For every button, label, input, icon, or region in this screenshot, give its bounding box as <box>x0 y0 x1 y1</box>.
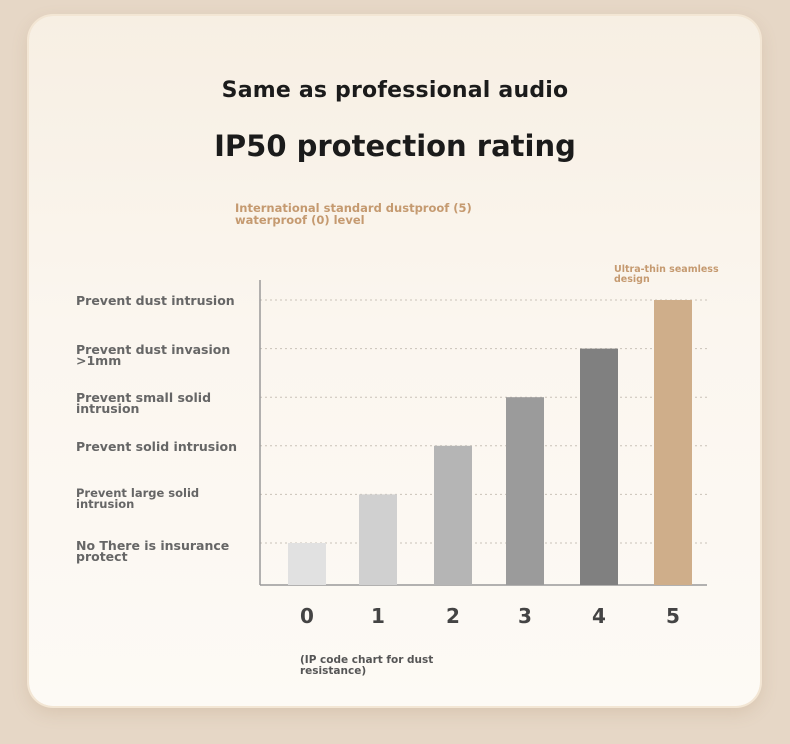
level-label-1: Prevent large solid intrusion <box>76 486 200 511</box>
bar-3 <box>506 397 544 585</box>
chart-subtitle: IP50 protection rating <box>214 129 576 163</box>
level-label-5: Prevent dust intrusion <box>76 293 235 308</box>
chart-title: Same as professional audio <box>221 78 569 103</box>
bar-4 <box>580 348 618 585</box>
bar-2 <box>434 445 472 585</box>
bar-1 <box>359 494 397 585</box>
x-tick-label: 2 <box>446 604 460 628</box>
x-axis-label: (IP code chart for dust resistance) <box>300 654 434 677</box>
level-label-3: Prevent small solid intrusion <box>76 390 212 416</box>
x-tick-label: 1 <box>371 604 385 628</box>
x-tick-label: 0 <box>300 604 314 628</box>
level-label-0: No There is insurance protect <box>76 538 230 564</box>
level-label-4: Prevent dust invasion >1mm <box>76 342 231 368</box>
level-label-2: Prevent solid intrusion <box>76 439 237 454</box>
bar-5 <box>654 300 692 585</box>
bar-0 <box>288 543 326 585</box>
x-tick-label: 4 <box>592 604 606 628</box>
bar-annotation: Ultra-thin seamless design <box>614 264 719 285</box>
chart-card <box>29 16 760 706</box>
x-tick-label: 3 <box>518 604 532 628</box>
standard-note: International standard dustproof (5) wat… <box>235 201 472 227</box>
x-tick-label: 5 <box>666 604 680 628</box>
